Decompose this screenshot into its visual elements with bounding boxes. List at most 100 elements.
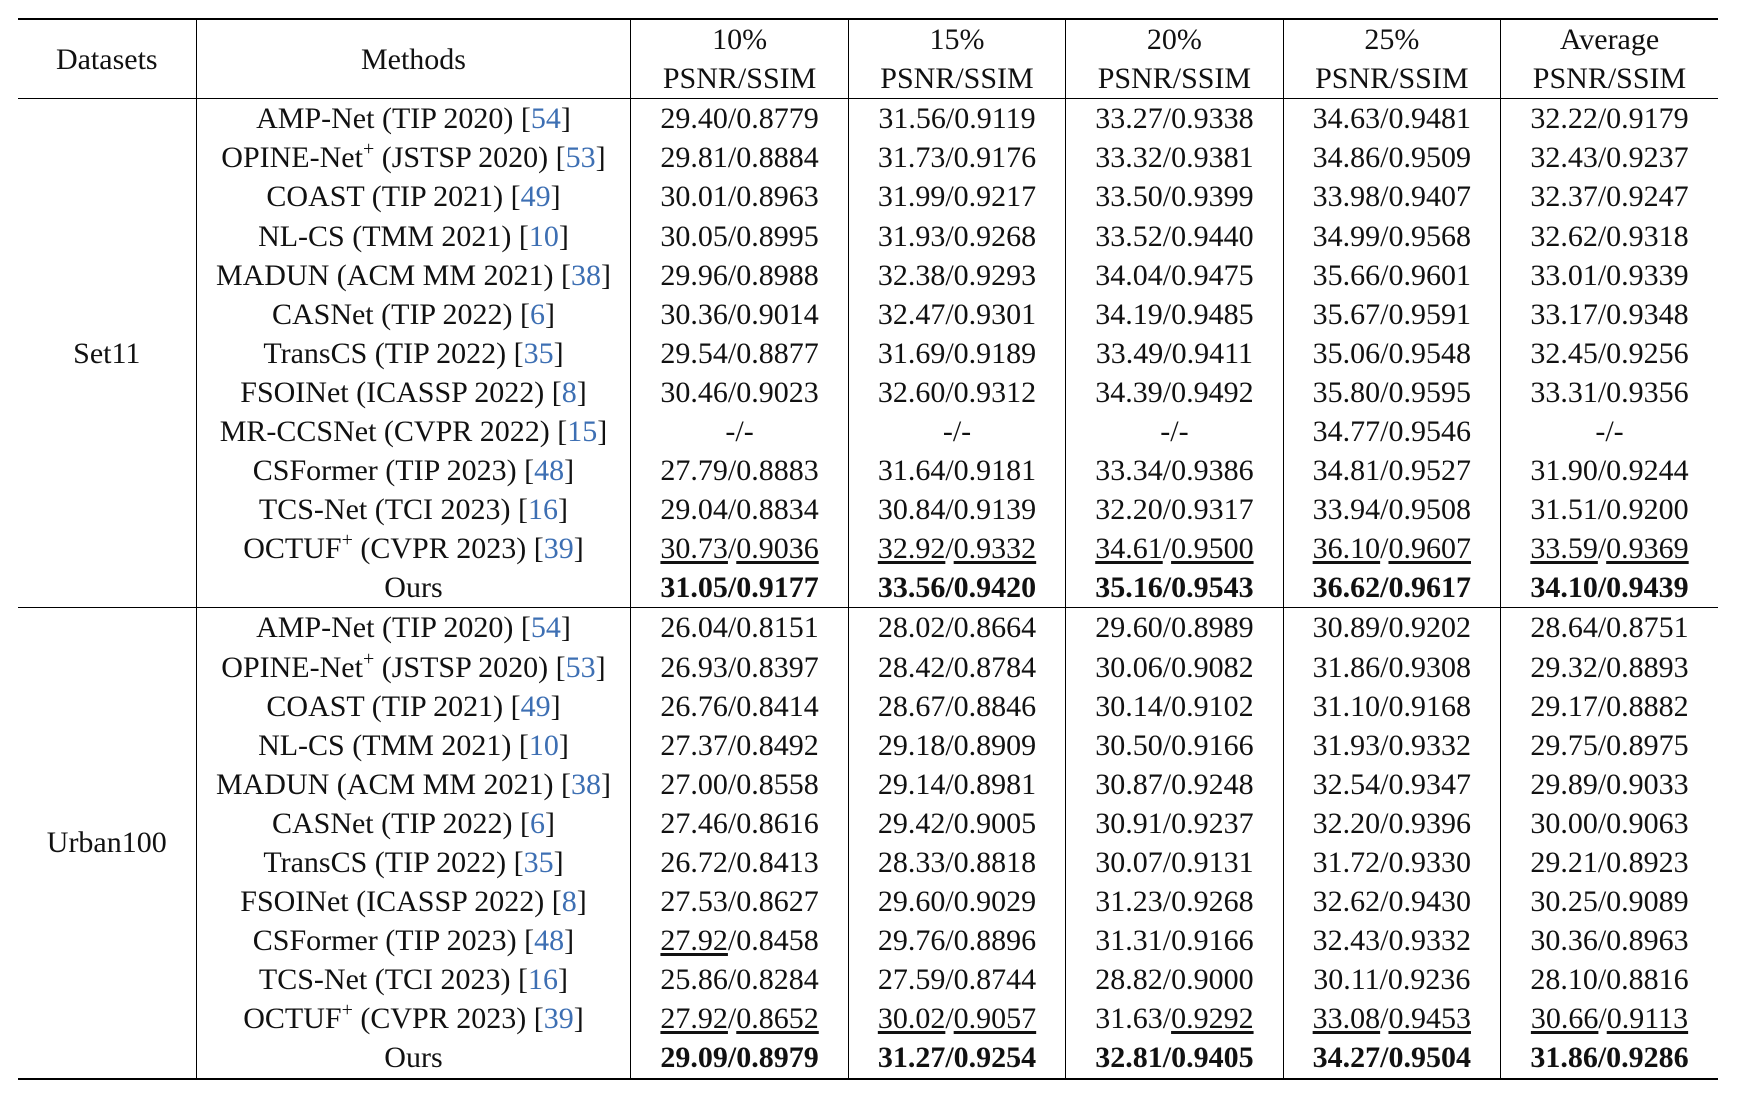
metric-separator: / <box>1162 454 1172 488</box>
psnr-value: 31.72 <box>1312 846 1381 880</box>
metric-cell: 34.04/0.9475 <box>1065 255 1284 295</box>
citation-link[interactable]: 10 <box>528 219 559 253</box>
psnr-value: 31.23 <box>1095 885 1163 919</box>
ssim-value: 0.9131 <box>1171 846 1254 880</box>
citation-link[interactable]: 39 <box>543 1002 574 1036</box>
metric-separator: / <box>1380 180 1389 214</box>
psnr-value: 32.38 <box>877 258 946 292</box>
method-cell: CASNet (TIP 2022) [6] <box>196 803 632 843</box>
metric-cell: 32.62/0.9318 <box>1501 216 1718 255</box>
citation-link[interactable]: 10 <box>528 728 559 762</box>
citation-link[interactable]: 35 <box>523 336 554 370</box>
method-cell: COAST (TIP 2021) [49] <box>196 177 632 217</box>
psnr-value: - <box>725 414 736 448</box>
ssim-value: - <box>1613 414 1624 448</box>
citation-bracket: ] <box>573 1002 584 1036</box>
metric-separator: / <box>1162 102 1172 136</box>
citation-bracket: ] <box>553 336 564 370</box>
ssim-value: 0.9202 <box>1388 611 1471 645</box>
metric-separator: / <box>727 1002 737 1036</box>
psnr-value: 32.43 <box>1530 141 1598 175</box>
metric-separator: / <box>1597 650 1607 684</box>
method-cell: AMP-Net (TIP 2020) [54] <box>196 98 632 139</box>
metric-cell: 34.81/0.9527 <box>1283 451 1502 491</box>
metric-cell: 30.01/0.8963 <box>630 177 849 217</box>
metric-cell: 29.54/0.8877 <box>630 333 849 373</box>
citation-link[interactable]: 8 <box>561 885 577 919</box>
psnr-value: 29.60 <box>1095 611 1163 645</box>
results-table-wrapper: Datasets Methods 10% 15% 20% 25% Average… <box>18 18 1718 1080</box>
citation-bracket: ] <box>558 963 569 997</box>
psnr-value: 31.86 <box>1312 650 1381 684</box>
psnr-value: 32.43 <box>1312 924 1381 958</box>
citation-bracket: ] <box>550 180 561 214</box>
ssim-value: 0.9292 <box>1171 1002 1254 1036</box>
metric-separator: / <box>1597 454 1607 488</box>
psnr-value: 35.06 <box>1312 336 1381 370</box>
metric-cell: 26.72/0.8413 <box>630 842 849 883</box>
psnr-value: 34.27 <box>1312 1041 1381 1075</box>
psnr-value: 27.79 <box>660 454 728 488</box>
citation-link[interactable]: 48 <box>534 454 565 488</box>
citation-link[interactable]: 49 <box>520 180 551 214</box>
table-row: FSOINet (ICASSP 2022) [8] 27.53/0.8627 29.… <box>18 882 1718 922</box>
psnr-value: 35.80 <box>1312 375 1381 409</box>
citation-link[interactable]: 6 <box>530 297 545 331</box>
ssim-value: 0.8883 <box>736 454 819 488</box>
citation-link[interactable]: 6 <box>530 806 545 840</box>
method-name: CSFormer (TIP 2023) [ <box>252 924 535 958</box>
ssim-value: 0.8784 <box>953 650 1037 684</box>
metric-separator: / <box>945 846 954 880</box>
method-cell: CASNet (TIP 2022) [6] <box>196 294 632 334</box>
citation-link[interactable]: 15 <box>567 414 598 448</box>
citation-link[interactable]: 16 <box>528 963 559 997</box>
citation-link[interactable]: 38 <box>570 258 601 292</box>
method-name: OPINE-Net <box>221 650 363 684</box>
citation-link[interactable]: 54 <box>530 102 561 136</box>
citation-link[interactable]: 8 <box>561 375 577 409</box>
citation-link[interactable]: 54 <box>530 611 561 645</box>
citation-link[interactable]: 49 <box>520 689 551 723</box>
ssim-value: 0.9301 <box>953 297 1037 331</box>
metric-separator: / <box>1162 806 1172 840</box>
metric-separator: / <box>1162 650 1172 684</box>
metric-separator: / <box>1380 650 1389 684</box>
method-name: CASNet (TIP 2022) [ <box>271 297 530 331</box>
metric-separator: / <box>1597 532 1607 566</box>
metric-separator: / <box>945 1041 954 1075</box>
metric-cell: 30.36/0.9014 <box>630 294 849 334</box>
psnr-value: 30.07 <box>1095 846 1163 880</box>
ssim-value: 0.9177 <box>736 571 819 605</box>
citation-bracket: ] <box>600 258 611 292</box>
metric-cell: 27.92/0.8652 <box>630 999 849 1039</box>
psnr-value: 26.93 <box>660 650 728 684</box>
ssim-value: 0.8616 <box>736 806 819 840</box>
metric-cell: 31.31/0.9166 <box>1065 921 1284 961</box>
ssim-value: 0.8744 <box>953 963 1037 997</box>
method-cell: OPINE-Net+ (JSTSP 2020) [53] <box>196 138 632 178</box>
results-body: Set11 AMP-Net (TIP 2020) [54] 29.40/0.8779… <box>18 98 1718 1079</box>
metric-cell: 33.50/0.9399 <box>1065 177 1284 217</box>
method-cell: MR-CCSNet (CVPR 2022) [15] <box>196 411 632 452</box>
metric-cell: 26.93/0.8397 <box>630 647 849 687</box>
citation-link[interactable]: 35 <box>523 846 554 880</box>
metric-cell: -/- <box>848 411 1067 452</box>
metric-cell: 28.33/0.8818 <box>848 842 1067 883</box>
metric-separator: / <box>1162 258 1172 292</box>
metric-cell: 30.73/0.9036 <box>630 529 849 569</box>
ssim-value: 0.9399 <box>1171 180 1254 214</box>
citation-link[interactable]: 53 <box>565 650 596 684</box>
citation-link[interactable]: 38 <box>570 767 601 801</box>
ssim-value: 0.8909 <box>953 728 1037 762</box>
psnr-value: 34.61 <box>1095 532 1163 566</box>
citation-link[interactable]: 53 <box>565 141 596 175</box>
metric-separator: / <box>727 571 737 605</box>
metric-separator: / <box>952 414 962 448</box>
metric-separator: / <box>945 650 954 684</box>
citation-link[interactable]: 16 <box>528 493 559 527</box>
header-metric: PSNR/SSIM <box>848 59 1067 99</box>
metric-separator: / <box>727 297 737 331</box>
metric-separator: / <box>1380 571 1389 605</box>
citation-link[interactable]: 39 <box>543 532 574 566</box>
citation-link[interactable]: 48 <box>534 924 565 958</box>
